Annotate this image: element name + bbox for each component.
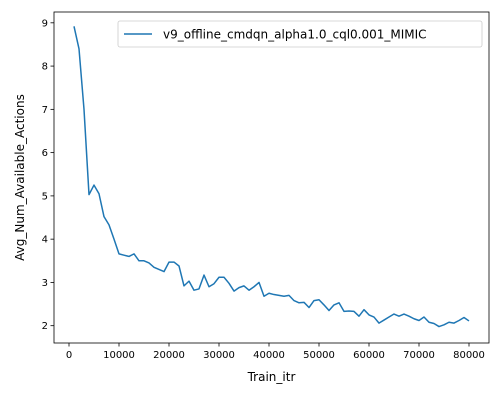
x-tick-label: 50000	[303, 350, 335, 361]
plot-lines	[73, 26, 470, 328]
x-tick-label: 20000	[153, 350, 185, 361]
y-axis-label: Avg_Num_Available_Actions	[13, 94, 27, 261]
x-tick-label: 40000	[253, 350, 285, 361]
x-tick-label: 60000	[353, 350, 385, 361]
y-tick-label: 4	[42, 235, 48, 246]
y-tick-label: 2	[42, 321, 48, 332]
y-tick-label: 6	[42, 148, 48, 159]
y-tick-label: 3	[42, 278, 48, 289]
x-tick-label: 30000	[203, 350, 235, 361]
y-tick-label: 8	[42, 62, 48, 73]
legend-entry-label: v9_offline_cmdqn_alpha1.0_cql0.001_MIMIC	[163, 28, 427, 42]
y-tick-label: 7	[42, 105, 48, 116]
x-tick-label: 0	[66, 350, 72, 361]
x-axis-label: Train_itr	[247, 370, 296, 384]
x-axis-ticks: 0 10000 20000 30000 40000 50000 60000 70000 8000…	[66, 343, 485, 361]
y-tick-label: 5	[42, 191, 48, 202]
legend-box	[117, 20, 483, 48]
plot-frame	[53, 11, 490, 344]
y-tick-label: 9	[42, 18, 48, 29]
x-tick-label: 80000	[453, 350, 485, 361]
x-tick-label: 10000	[103, 350, 135, 361]
x-tick-label: 70000	[403, 350, 435, 361]
legend: v9_offline_cmdqn_alpha1.0_cql0.001_MIMIC	[117, 20, 483, 48]
series-line	[73, 26, 470, 328]
y-axis-ticks: 2 3 4 5 6 7 8 9	[42, 18, 54, 332]
